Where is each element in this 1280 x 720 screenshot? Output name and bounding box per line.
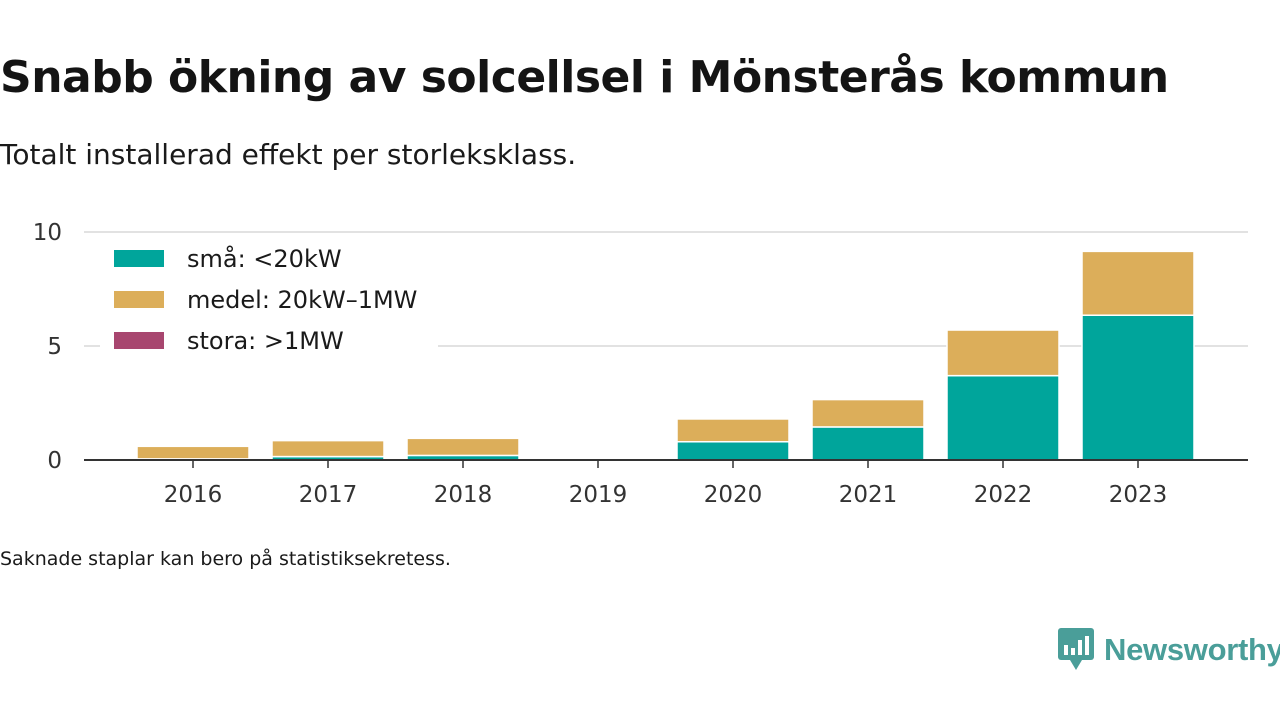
x-tick-label: 2017 — [299, 482, 358, 508]
newsworthy-logo-icon — [1058, 628, 1094, 670]
chart-subtitle: Totalt installerad effekt per storlekskl… — [0, 138, 577, 171]
y-tick-label: 10 — [33, 220, 62, 246]
legend-swatch — [114, 291, 164, 308]
bar-segment — [946, 374, 1060, 461]
legend-swatch — [114, 332, 164, 349]
y-tick-label: 0 — [47, 448, 62, 474]
bar-segment — [676, 418, 790, 443]
x-tick-label: 2023 — [1109, 482, 1168, 508]
x-tick-label: 2022 — [974, 482, 1033, 508]
x-tick-label: 2020 — [704, 482, 763, 508]
bar-segment — [811, 398, 925, 428]
bar-segment — [136, 445, 250, 460]
bar-segment — [1081, 314, 1195, 461]
stacked-bar-chart: 0 5 10 2016 2017 2018 2019 2020 2021 2022 2023 små… — [33, 220, 1248, 508]
bar-segment — [271, 439, 385, 458]
bar-segment — [1081, 250, 1195, 316]
y-tick-label: 5 — [47, 334, 62, 360]
bar-segment — [811, 426, 925, 461]
bar-segment — [946, 329, 1060, 377]
footnote: Saknade staplar kan bero på statistiksek… — [0, 548, 451, 570]
legend-label: medel: 20kW–1MW — [187, 286, 417, 314]
x-tick-label: 2018 — [434, 482, 493, 508]
brand-name: Newsworthy — [1104, 632, 1280, 667]
bar-segment — [406, 437, 520, 457]
legend-label: stora: >1MW — [187, 327, 344, 355]
newsworthy-brand: Newsworthy — [1058, 628, 1280, 672]
x-tick-label: 2021 — [839, 482, 898, 508]
legend-label: små: <20kW — [187, 244, 342, 273]
x-tick-label: 2016 — [164, 482, 223, 508]
x-tick-label: 2019 — [569, 482, 628, 508]
bar-segment — [676, 441, 790, 461]
chart-title: Snabb ökning av solcellsel i Mönsterås k… — [0, 52, 1169, 103]
legend-swatch — [114, 250, 164, 267]
